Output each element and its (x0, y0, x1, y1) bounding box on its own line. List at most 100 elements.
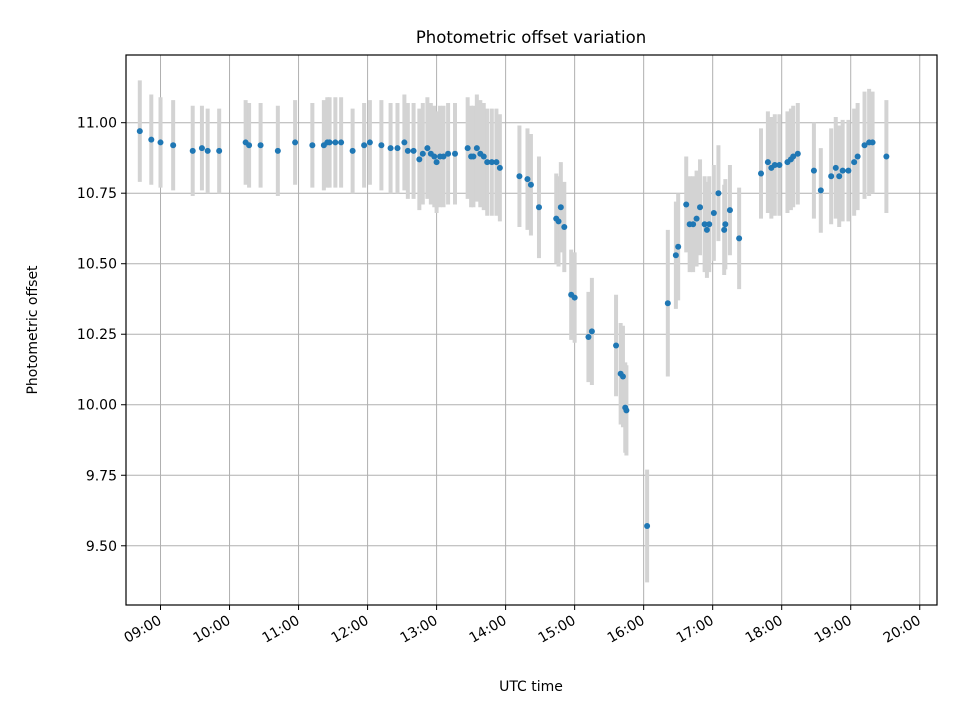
data-point (736, 235, 743, 242)
data-point (861, 142, 868, 149)
data-point (204, 147, 211, 154)
y-axis-ticks: 9.50 9.75 10.00 10.25 10.50 10.75 11.00 (77, 116, 126, 555)
data-point (338, 139, 345, 146)
data-point (488, 159, 495, 166)
data-point (484, 159, 491, 166)
data-point (710, 209, 717, 216)
y-tick-label: 9.50 (86, 539, 117, 555)
data-point (416, 156, 423, 163)
data-point (326, 139, 333, 146)
data-point (198, 145, 205, 152)
data-point (757, 170, 764, 177)
data-point (810, 167, 817, 174)
data-point (851, 159, 858, 166)
data-point (366, 139, 373, 146)
data-point (555, 218, 562, 225)
data-point (470, 153, 477, 160)
data-point (557, 204, 564, 211)
data-point (433, 159, 440, 166)
data-point (776, 162, 783, 168)
data-point (693, 215, 700, 222)
y-axis-label: Photometric offset (25, 265, 41, 395)
data-point (274, 147, 281, 154)
data-point (706, 221, 713, 228)
data-point (721, 226, 728, 233)
data-point (257, 142, 264, 149)
data-point (722, 221, 729, 228)
data-point (170, 142, 177, 149)
data-point (703, 226, 710, 233)
data-point (794, 150, 801, 157)
data-point (292, 139, 299, 146)
data-point (832, 164, 839, 171)
data-point (148, 136, 155, 143)
data-point (524, 176, 531, 183)
data-point (452, 150, 459, 157)
data-point (726, 207, 733, 214)
data-point (404, 147, 411, 154)
x-axis-label: UTC time (499, 679, 563, 695)
data-point (361, 142, 368, 149)
data-point (701, 221, 708, 228)
data-point (845, 167, 852, 174)
data-point (473, 145, 480, 152)
data-point (672, 252, 679, 259)
data-point (771, 162, 778, 168)
data-point (588, 328, 595, 335)
data-point (424, 145, 431, 152)
data-point (394, 145, 401, 152)
data-point (585, 334, 592, 341)
data-point (664, 300, 671, 307)
data-point (216, 147, 223, 154)
data-points (136, 128, 890, 530)
data-point (690, 221, 697, 228)
data-point (715, 190, 722, 197)
data-point (516, 173, 523, 180)
data-point (189, 147, 196, 154)
y-tick-label: 10.00 (77, 398, 117, 414)
data-point (764, 159, 771, 166)
data-point (571, 294, 578, 301)
data-point (387, 145, 394, 152)
plot-frame (125, 54, 938, 606)
data-point (869, 139, 876, 146)
data-point (431, 153, 438, 160)
data-point (613, 342, 620, 349)
data-point (828, 173, 835, 180)
data-point (419, 150, 426, 157)
grid (126, 55, 937, 605)
y-tick-label: 10.50 (77, 257, 117, 273)
y-tick-label: 9.75 (86, 468, 117, 484)
data-point (246, 142, 253, 149)
data-point (401, 139, 408, 146)
data-point (410, 147, 417, 154)
data-point (480, 153, 487, 160)
data-point (675, 243, 682, 250)
data-point (790, 153, 797, 160)
data-point (683, 201, 690, 208)
data-point (644, 523, 651, 530)
y-tick-label: 10.25 (77, 327, 117, 343)
data-point (440, 153, 447, 160)
data-point (854, 153, 861, 160)
data-point (527, 181, 534, 188)
data-point (535, 204, 542, 211)
data-point (136, 128, 143, 135)
data-point (309, 142, 316, 149)
data-point (349, 147, 356, 154)
data-point (839, 167, 846, 174)
data-point (836, 173, 843, 180)
data-point (378, 142, 385, 149)
data-point (697, 204, 704, 211)
data-point (496, 164, 503, 171)
data-point (493, 159, 500, 166)
chart-title: Photometric offset variation (416, 28, 646, 47)
data-point (623, 407, 630, 414)
data-point (445, 150, 452, 157)
data-point (464, 145, 471, 152)
y-tick-label: 10.75 (77, 186, 117, 202)
data-point (332, 139, 339, 146)
y-tick-label: 11.00 (77, 116, 117, 132)
data-point (561, 224, 568, 231)
